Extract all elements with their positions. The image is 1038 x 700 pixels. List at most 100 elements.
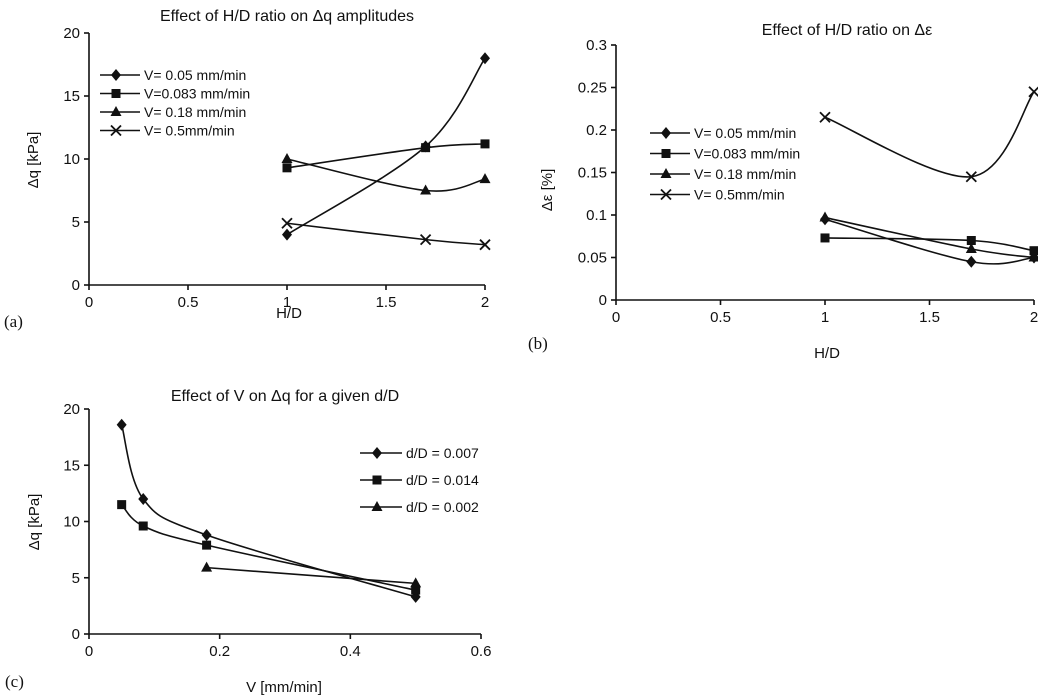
legend-label: V= 0.18 mm/min [144, 104, 246, 120]
x-tick-label: 2 [481, 294, 489, 311]
legend-marker-x [660, 188, 672, 201]
x-tick-label: 0.4 [340, 643, 361, 660]
data-point-triangle [965, 243, 977, 253]
x-axis-label: H/D [276, 305, 302, 322]
data-point-square [282, 163, 292, 173]
x-tick-label: 0 [85, 294, 93, 311]
series-line [286, 57, 486, 236]
data-point-diamond [116, 418, 127, 431]
series-x [281, 217, 491, 251]
data-point-triangle [201, 561, 213, 572]
series-line [286, 222, 486, 246]
y-tick-label: 0.1 [586, 207, 607, 224]
y-tick-label: 5 [72, 214, 80, 231]
data-point-square [966, 236, 976, 245]
y-tick-label: 5 [72, 570, 80, 587]
legend-item: V=0.083 mm/min [650, 146, 800, 162]
y-tick-label: 15 [63, 457, 80, 474]
x-tick-label: 0.6 [471, 643, 492, 660]
x-tick-label: 0 [612, 309, 620, 326]
series-line [824, 237, 1035, 252]
y-axis-label: Δq [kPa] [26, 494, 43, 551]
y-tick-label: 15 [63, 88, 80, 105]
data-point-square [138, 521, 148, 531]
legend-marker-triangle [660, 168, 672, 178]
data-point-x [479, 239, 491, 251]
legend-item: V= 0.05 mm/min [100, 67, 246, 83]
legend-marker-x [110, 124, 122, 137]
data-point-square [117, 500, 127, 510]
data-point-x [419, 234, 432, 246]
series-line [824, 91, 1035, 178]
y-tick-label: 20 [63, 401, 80, 418]
y-tick-label: 20 [63, 25, 80, 42]
legend-item: V= 0.05 mm/min [650, 125, 796, 141]
legend-label: V= 0.5mm/min [694, 187, 785, 203]
data-point-square [480, 139, 490, 149]
legend-item: V= 0.18 mm/min [650, 166, 796, 182]
x-tick-label: 0 [85, 643, 93, 660]
legend-marker-square [372, 475, 382, 485]
legend-marker-square [661, 149, 671, 158]
legend-marker-diamond [661, 127, 671, 139]
series-triangle [281, 153, 491, 195]
legend-marker-diamond [372, 447, 382, 459]
x-tick-label: 1.5 [919, 309, 940, 326]
x-axis-label: H/D [814, 345, 840, 362]
series-square [282, 139, 490, 173]
legend-label: V=0.083 mm/min [694, 146, 800, 162]
data-point-triangle [420, 184, 432, 195]
legend-marker-square [111, 89, 121, 98]
legend-label: V= 0.18 mm/min [694, 166, 796, 182]
series-triangle [819, 211, 1038, 262]
data-point-diamond [480, 52, 490, 65]
x-tick-label: 1 [821, 309, 829, 326]
data-point-diamond [201, 529, 212, 541]
data-point-square [411, 585, 421, 595]
legend-item: V= 0.18 mm/min [100, 104, 246, 120]
x-tick-label: 1.5 [376, 294, 397, 311]
chart-panel-1: 0 5 10 15 20 0 0.5 1 1.5 2 Effect of H/D ratio on … [4, 8, 491, 331]
y-tick-label: 0.2 [586, 122, 607, 139]
legend-label: d/D = 0.007 [406, 445, 479, 461]
series-line [824, 216, 1035, 259]
legend-item: V=0.083 mm/min [100, 86, 250, 102]
y-tick-label: 0.3 [586, 37, 607, 54]
data-point-triangle [281, 153, 293, 163]
data-point-square [421, 143, 431, 153]
chart-title: Effect of V on Δq for a given d/D [171, 388, 399, 405]
series-line [121, 504, 416, 591]
legend-marker-triangle [110, 106, 122, 116]
x-tick-label: 1 [283, 294, 291, 311]
y-tick-label: 0 [599, 292, 607, 309]
legend-label: V= 0.05 mm/min [694, 125, 796, 141]
data-point-x [965, 171, 977, 183]
data-point-triangle [1028, 251, 1038, 262]
x-tick-label: 0.2 [209, 643, 230, 660]
y-axis-label: Δq [kPa] [25, 132, 42, 189]
legend-label: V= 0.05 mm/min [144, 67, 246, 83]
legend-label: d/D = 0.002 [406, 499, 479, 515]
chart-title: Effect of H/D ratio on Δq amplitudes [160, 8, 414, 25]
chart-panel-2: 0 0.05 0.1 0.15 0.2 0.25 0.3 0 0.5 1 1.5 2 Effect of… [528, 22, 1038, 362]
y-tick-label: 0 [72, 277, 80, 294]
y-tick-label: 0.25 [578, 80, 607, 97]
series-x [819, 86, 1038, 183]
y-axis-label: Δε [%] [539, 169, 556, 212]
legend-label: V=0.083 mm/min [144, 86, 250, 102]
panel-label: (a) [4, 312, 23, 331]
data-point-triangle [410, 577, 422, 588]
chart-panel-3: 0 5 10 15 20 0 0.2 0.4 0.6 Effect of V on Δq for … [5, 388, 491, 696]
x-tick-label: 0.5 [178, 294, 199, 311]
chart-title: Effect of H/D ratio on Δε [762, 22, 932, 39]
data-point-square [1029, 246, 1038, 256]
data-point-diamond [282, 228, 292, 241]
legend-marker-triangle [371, 501, 383, 511]
series-triangle [201, 561, 422, 588]
x-axis-label: V [mm/min] [246, 679, 322, 696]
data-point-square [820, 233, 830, 243]
legend-item: d/D = 0.014 [360, 472, 479, 488]
data-point-triangle [819, 211, 831, 222]
data-point-x [819, 111, 831, 123]
